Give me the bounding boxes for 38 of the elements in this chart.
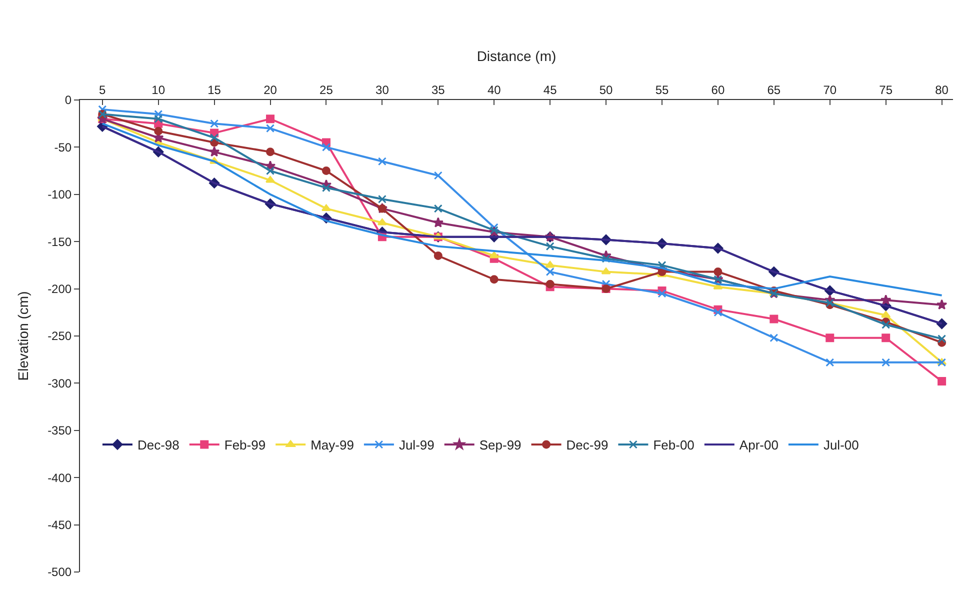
legend-label: Sep-99 [479,438,522,453]
y-tick-label: -400 [48,470,72,485]
x-tick-label: 35 [431,83,446,98]
x-tick-label: 10 [152,83,166,98]
y-axis-title: Elevation (cm) [15,291,32,381]
y-tick-label: -450 [48,518,72,532]
y-tick-label: -200 [48,282,72,296]
x-tick-label: 80 [935,83,949,98]
x-axis-title: Distance (m) [476,48,556,64]
legend-label: Apr-00 [739,438,778,453]
y-tick-label: -500 [48,565,72,580]
y-tick-label: -100 [48,188,72,202]
legend-label: Dec-98 [137,438,180,453]
x-tick-label: 5 [99,83,106,98]
x-tick-label: 65 [767,83,781,98]
y-tick-label: -150 [48,234,72,249]
y-tick-label: -300 [48,376,72,390]
x-tick-label: 70 [823,83,837,98]
x-tick-label: 60 [711,83,725,98]
x-tick-label: 20 [264,83,278,98]
x-tick-label: 75 [879,83,893,98]
y-tick-label: -250 [48,329,72,344]
x-tick-label: 50 [599,83,614,98]
x-tick-label: 25 [320,83,334,98]
legend-label: Feb-99 [224,438,266,453]
legend-label: Jul-99 [398,438,434,453]
legend-label: May-99 [310,438,354,453]
y-tick-label: 0 [64,93,72,108]
y-tick-label: -350 [48,424,72,438]
x-tick-label: 40 [487,83,502,98]
x-tick-label: 55 [655,83,669,98]
x-tick-label: 15 [208,83,222,98]
x-tick-label: 30 [376,83,390,98]
legend-label: Feb-00 [653,438,694,453]
legend-label: Dec-99 [566,438,608,453]
y-tick-label: -50 [54,140,72,154]
legend-label: Jul-00 [823,438,859,453]
x-tick-label: 45 [543,83,558,98]
